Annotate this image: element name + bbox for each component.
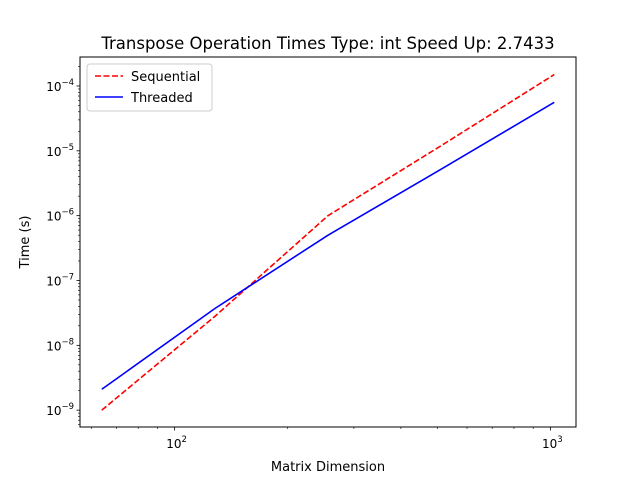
y-tick-label: 10−7 [46,272,74,288]
y-tick-label: 10−9 [46,402,74,418]
axes-background [80,57,576,427]
x-axis-label: Matrix Dimension [271,460,385,475]
x-tick-label: 102 [166,435,187,451]
x-axis-ticks: 102 103 [90,427,563,451]
y-tick-label: 10−5 [46,143,74,159]
y-tick-label: 10−8 [46,337,74,353]
y-axis-label: Time (s) [18,216,33,270]
series-layer [101,73,555,411]
legend-frame [86,63,213,112]
legend-label-sequential: Sequential [131,70,200,85]
y-tick-label: 10−4 [46,78,74,94]
chart-title: Transpose Operation Times Type: int Spee… [100,34,554,53]
legend-label-threaded: Threaded [130,91,193,106]
x-tick-label: 103 [542,435,563,451]
series-line-sequential [101,73,555,411]
y-axis-ticks: 10−9 10−8 10−7 10−6 10−5 10−4 [46,66,80,425]
y-tick-label: 10−6 [46,208,74,224]
legend: Sequential Threaded [86,63,213,112]
series-line-threaded [101,101,555,390]
axes-frame [79,56,577,428]
plot-area: 102 103 10−9 10−8 10−7 10−6 10−5 10−4 [46,56,577,451]
